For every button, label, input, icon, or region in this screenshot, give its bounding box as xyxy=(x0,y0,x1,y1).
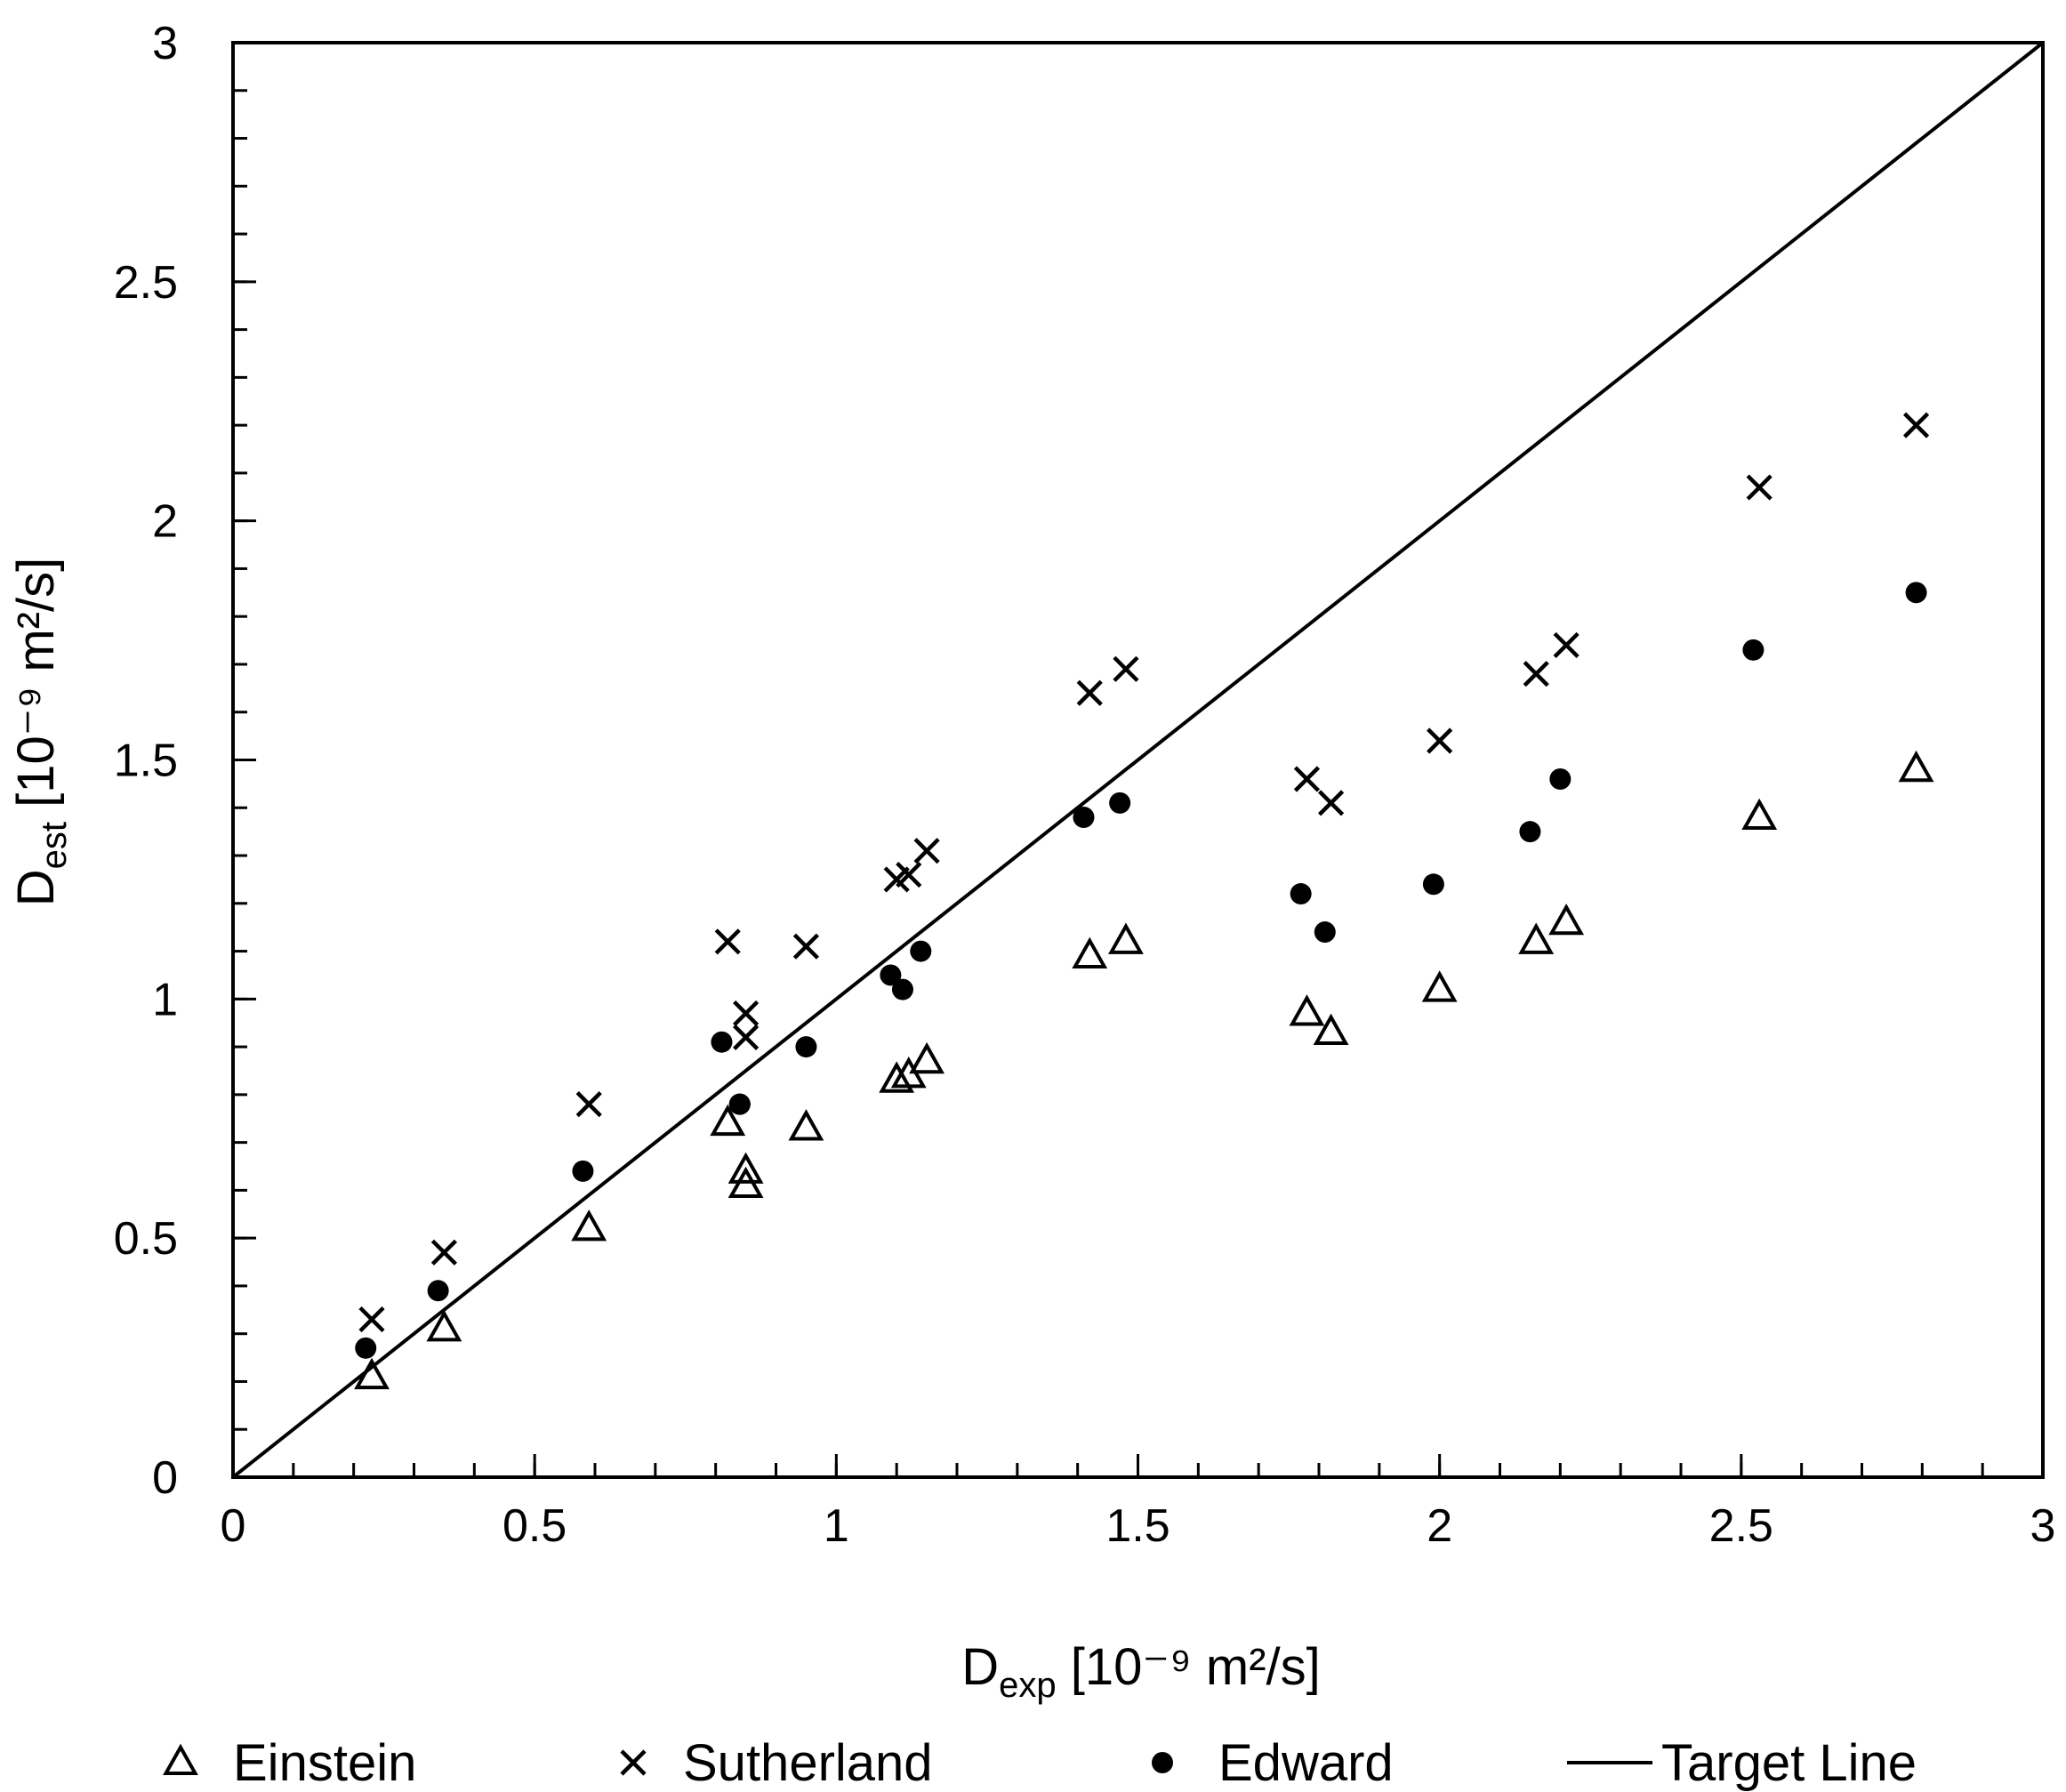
data-marks xyxy=(231,41,2045,1479)
sutherland-point xyxy=(896,861,922,888)
edward-point xyxy=(1549,768,1572,791)
x-tick-label: 0 xyxy=(221,1500,246,1552)
einstein-point xyxy=(909,1041,945,1074)
sutherland-point xyxy=(575,1091,602,1118)
edward-point xyxy=(1519,821,1541,843)
edward-point xyxy=(1109,792,1131,814)
y-axis-title-units: [10⁻⁹ m²/s] xyxy=(7,558,65,822)
edward-point xyxy=(1314,921,1336,944)
legend-sutherland-symbol xyxy=(620,1749,647,1776)
y-tick-label: 3 xyxy=(152,18,178,69)
legend-einstein-label: Einstein xyxy=(233,1734,416,1792)
x-axis-title-sub: exp xyxy=(999,1666,1057,1705)
einstein-point xyxy=(1898,750,1934,783)
edward-point xyxy=(728,1093,751,1115)
edward-point xyxy=(795,1036,817,1058)
legend-edward-label: Edward xyxy=(1218,1734,1394,1792)
y-axis-title-main: D xyxy=(7,869,65,906)
x-axis-title: Dexp [10⁻⁹ m²/s] xyxy=(961,1638,1321,1705)
plot-area: 0 0.5 1 1.5 2 2.5 3 0 0.5 1 1.5 2 2.5 3 xyxy=(114,18,2056,1552)
edward-point xyxy=(1422,873,1444,896)
sutherland-point xyxy=(1427,727,1453,754)
einstein-point xyxy=(1548,903,1585,936)
edward-point xyxy=(1290,883,1312,905)
einstein-point xyxy=(788,1109,824,1141)
sutherland-point xyxy=(1293,766,1321,792)
einstein-point xyxy=(1313,1013,1349,1045)
x-tick-label: 1 xyxy=(824,1500,849,1552)
sutherland-point xyxy=(430,1239,458,1266)
edward-point xyxy=(572,1160,594,1182)
edward-point xyxy=(1742,639,1765,661)
einstein-point xyxy=(1741,798,1778,831)
edward-point xyxy=(891,978,913,1000)
x-axis-title-main: D xyxy=(961,1638,999,1696)
y-axis-title-sub: est xyxy=(35,822,74,869)
y-tick-label: 1 xyxy=(152,974,178,1025)
legend-target-line-label: Target Line xyxy=(1661,1734,1917,1792)
einstein-point xyxy=(728,1152,764,1184)
sutherland-point xyxy=(1113,655,1139,682)
einstein-point xyxy=(1421,970,1458,1002)
edward-point xyxy=(1073,807,1095,829)
einstein-point xyxy=(571,1209,607,1242)
sutherland-point xyxy=(732,1000,760,1027)
x-tick-label: 3 xyxy=(2030,1500,2056,1552)
legend-einstein-symbol xyxy=(163,1743,198,1775)
sutherland-point xyxy=(1902,412,1930,438)
y-tick-label: 0.5 xyxy=(114,1213,178,1265)
einstein-point xyxy=(1289,994,1325,1026)
x-tick-label: 0.5 xyxy=(502,1500,567,1552)
y-tick-label: 1.5 xyxy=(114,735,178,787)
sutherland-point xyxy=(1553,631,1580,659)
y-axis-title: Dest [10⁻⁹ m²/s] xyxy=(7,558,74,906)
sutherland-point xyxy=(792,933,820,960)
edward-point xyxy=(910,940,932,962)
y-tick-label: 2.5 xyxy=(114,257,178,309)
sutherland-point xyxy=(1746,474,1773,501)
sutherland-point xyxy=(714,928,741,955)
y-tick-label: 2 xyxy=(152,496,178,548)
einstein-point xyxy=(1108,922,1144,954)
legend: Einstein Sutherland Edward Target Line xyxy=(163,1734,1917,1792)
sutherland-point xyxy=(1317,790,1345,816)
sutherland-point xyxy=(1076,679,1103,706)
sutherland-point xyxy=(913,838,940,864)
legend-sutherland-label: Sutherland xyxy=(683,1734,933,1792)
legend-edward-symbol xyxy=(1152,1752,1173,1773)
x-axis-title-units: [10⁻⁹ m²/s] xyxy=(1057,1638,1321,1696)
einstein-point xyxy=(1072,936,1108,968)
x-tick-label: 1.5 xyxy=(1105,1500,1170,1552)
einstein-point xyxy=(1518,922,1555,954)
target-line-line xyxy=(231,41,2045,1479)
edward-point xyxy=(427,1280,449,1302)
x-tick-label: 2.5 xyxy=(1709,1500,1773,1552)
edward-point xyxy=(880,964,902,986)
edward-point xyxy=(711,1031,733,1053)
einstein-point xyxy=(728,1166,764,1199)
y-tick-label: 0 xyxy=(152,1452,178,1504)
einstein-point xyxy=(710,1104,746,1137)
edward-point xyxy=(355,1337,377,1359)
x-tick-label: 2 xyxy=(1427,1500,1452,1552)
edward-point xyxy=(1905,582,1927,604)
sutherland-point xyxy=(358,1306,385,1333)
sutherland-point xyxy=(732,1024,760,1050)
einstein-point xyxy=(879,1061,915,1093)
sutherland-point xyxy=(1523,661,1549,687)
einstein-point xyxy=(426,1310,462,1342)
